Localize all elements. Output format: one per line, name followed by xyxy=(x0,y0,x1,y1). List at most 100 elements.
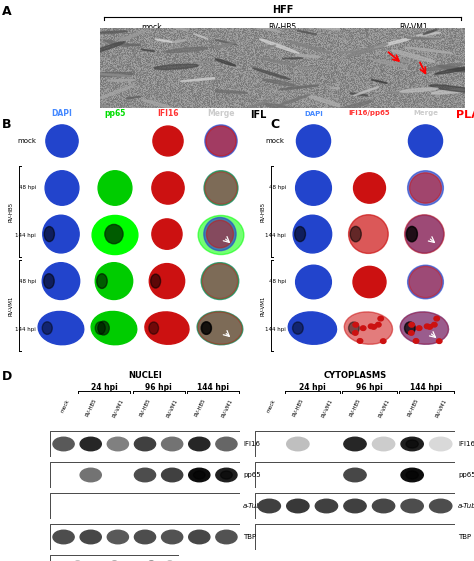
Ellipse shape xyxy=(205,125,237,157)
Ellipse shape xyxy=(401,499,423,513)
Ellipse shape xyxy=(423,29,437,34)
Ellipse shape xyxy=(162,530,183,544)
Text: Merge: Merge xyxy=(207,109,235,118)
Ellipse shape xyxy=(46,125,78,157)
Ellipse shape xyxy=(409,266,442,298)
Ellipse shape xyxy=(145,312,189,344)
Ellipse shape xyxy=(202,264,237,298)
Ellipse shape xyxy=(348,322,359,334)
Ellipse shape xyxy=(189,530,210,544)
Text: HFF: HFF xyxy=(272,5,293,15)
Ellipse shape xyxy=(401,437,423,450)
Text: A: A xyxy=(2,5,12,18)
Ellipse shape xyxy=(287,499,309,513)
Text: RV-HB5: RV-HB5 xyxy=(193,398,206,418)
Ellipse shape xyxy=(435,66,474,74)
Ellipse shape xyxy=(413,339,419,343)
Text: IFI16: IFI16 xyxy=(157,109,179,118)
Text: RV-VM1: RV-VM1 xyxy=(378,398,391,418)
Text: DAPI: DAPI xyxy=(52,109,73,118)
Ellipse shape xyxy=(354,87,379,96)
Text: D: D xyxy=(2,370,12,383)
Ellipse shape xyxy=(197,311,243,344)
Ellipse shape xyxy=(297,67,315,68)
Ellipse shape xyxy=(344,312,392,344)
Ellipse shape xyxy=(189,437,210,450)
Ellipse shape xyxy=(378,316,383,321)
Text: pp65: pp65 xyxy=(104,109,126,118)
Ellipse shape xyxy=(99,31,128,33)
Text: pp65: pp65 xyxy=(458,472,474,478)
Ellipse shape xyxy=(135,530,155,544)
Ellipse shape xyxy=(95,104,109,107)
Ellipse shape xyxy=(42,322,52,334)
Text: IFI16/pp65: IFI16/pp65 xyxy=(349,111,390,117)
Text: IFI16: IFI16 xyxy=(458,441,474,447)
Ellipse shape xyxy=(288,41,330,53)
Text: RV-VM1: RV-VM1 xyxy=(220,398,233,418)
Ellipse shape xyxy=(91,42,125,53)
Ellipse shape xyxy=(44,227,55,242)
Text: RV-HB5: RV-HB5 xyxy=(407,398,419,418)
Ellipse shape xyxy=(172,40,186,43)
Ellipse shape xyxy=(201,263,239,300)
Ellipse shape xyxy=(407,38,441,39)
Ellipse shape xyxy=(437,339,442,343)
Ellipse shape xyxy=(53,530,74,544)
Ellipse shape xyxy=(201,263,239,300)
Text: RV-VM1: RV-VM1 xyxy=(9,295,13,316)
Text: IFL: IFL xyxy=(250,110,266,120)
Ellipse shape xyxy=(107,437,128,450)
Ellipse shape xyxy=(98,321,109,335)
Ellipse shape xyxy=(198,312,242,344)
Ellipse shape xyxy=(204,171,238,205)
Text: mock: mock xyxy=(17,138,36,144)
Ellipse shape xyxy=(430,85,474,93)
Ellipse shape xyxy=(201,90,247,93)
Text: TBP: TBP xyxy=(243,534,256,540)
Ellipse shape xyxy=(126,96,140,99)
Ellipse shape xyxy=(135,468,155,482)
Ellipse shape xyxy=(43,215,79,253)
Ellipse shape xyxy=(434,316,439,321)
Ellipse shape xyxy=(94,73,130,76)
Text: mock: mock xyxy=(141,22,162,31)
Ellipse shape xyxy=(80,437,101,450)
Ellipse shape xyxy=(373,437,395,450)
Ellipse shape xyxy=(416,33,440,36)
Ellipse shape xyxy=(400,88,438,92)
Ellipse shape xyxy=(373,499,395,513)
Ellipse shape xyxy=(405,47,452,53)
Ellipse shape xyxy=(429,499,452,513)
Ellipse shape xyxy=(353,330,358,335)
Ellipse shape xyxy=(99,86,134,99)
Ellipse shape xyxy=(404,322,415,334)
Ellipse shape xyxy=(409,125,443,157)
Ellipse shape xyxy=(406,440,418,448)
Ellipse shape xyxy=(393,58,410,63)
Ellipse shape xyxy=(201,322,211,334)
Text: Merge: Merge xyxy=(413,111,438,117)
Text: RV-VM1: RV-VM1 xyxy=(400,22,428,31)
Text: mock: mock xyxy=(60,398,71,413)
Ellipse shape xyxy=(103,40,128,47)
Ellipse shape xyxy=(288,312,337,344)
Text: RV-HB5: RV-HB5 xyxy=(139,398,152,418)
Ellipse shape xyxy=(206,126,236,156)
Ellipse shape xyxy=(350,226,361,242)
Text: 24 hpi: 24 hpi xyxy=(91,383,118,392)
Ellipse shape xyxy=(423,37,444,40)
Ellipse shape xyxy=(438,66,473,72)
Ellipse shape xyxy=(92,215,138,255)
Ellipse shape xyxy=(427,325,432,329)
Text: a-Tubulin: a-Tubulin xyxy=(458,503,474,509)
Ellipse shape xyxy=(89,72,134,76)
Ellipse shape xyxy=(371,80,387,83)
Ellipse shape xyxy=(98,171,132,205)
Ellipse shape xyxy=(408,171,443,205)
Ellipse shape xyxy=(313,26,351,30)
Ellipse shape xyxy=(344,468,366,482)
Ellipse shape xyxy=(350,93,368,96)
Text: RV-HB5: RV-HB5 xyxy=(292,398,305,418)
Ellipse shape xyxy=(80,468,101,482)
